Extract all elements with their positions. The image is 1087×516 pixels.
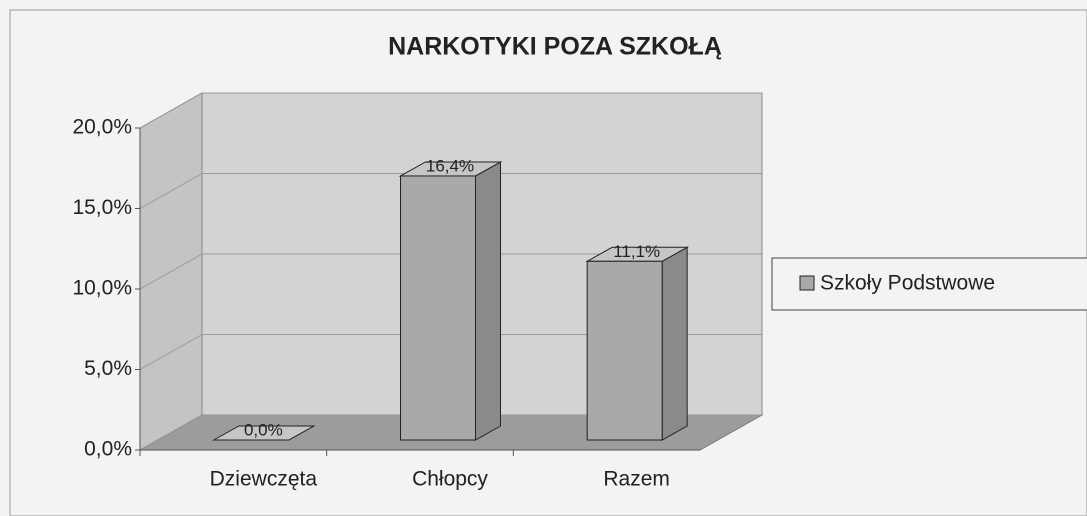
grid-line-side (139, 414, 203, 451)
chart-title: NARKOTYKI POZA SZKOŁĄ (388, 33, 722, 61)
grid-line-side (139, 334, 203, 370)
data-label: 16,4% (426, 156, 474, 175)
bar-top (211, 425, 316, 441)
y-tick-label: 10,0% (72, 277, 132, 300)
grid-line-side (139, 173, 203, 209)
bar-side (475, 161, 501, 441)
y-tick-label: 20,0% (72, 116, 132, 139)
bar-side (661, 246, 688, 441)
y-tick-label: 5,0% (84, 357, 132, 380)
legend-box (771, 257, 1087, 311)
bar (400, 175, 476, 441)
y-tick-label: 0,0% (84, 438, 132, 461)
legend-label: Szkoły Podstwowe (820, 272, 995, 295)
grid-line-side (139, 253, 203, 290)
chart-border (9, 9, 1087, 516)
legend-swatch (799, 275, 815, 291)
x-tick-label: Dziewczęta (210, 468, 318, 491)
x-tick-label: Chłopcy (412, 468, 488, 491)
data-label: 0,0% (244, 420, 283, 439)
x-tick-label: Razem (603, 468, 670, 491)
data-label: 11,1% (613, 242, 660, 261)
bar (586, 260, 663, 441)
y-tick-label: 15,0% (72, 196, 132, 219)
grid-line-side (139, 92, 203, 129)
